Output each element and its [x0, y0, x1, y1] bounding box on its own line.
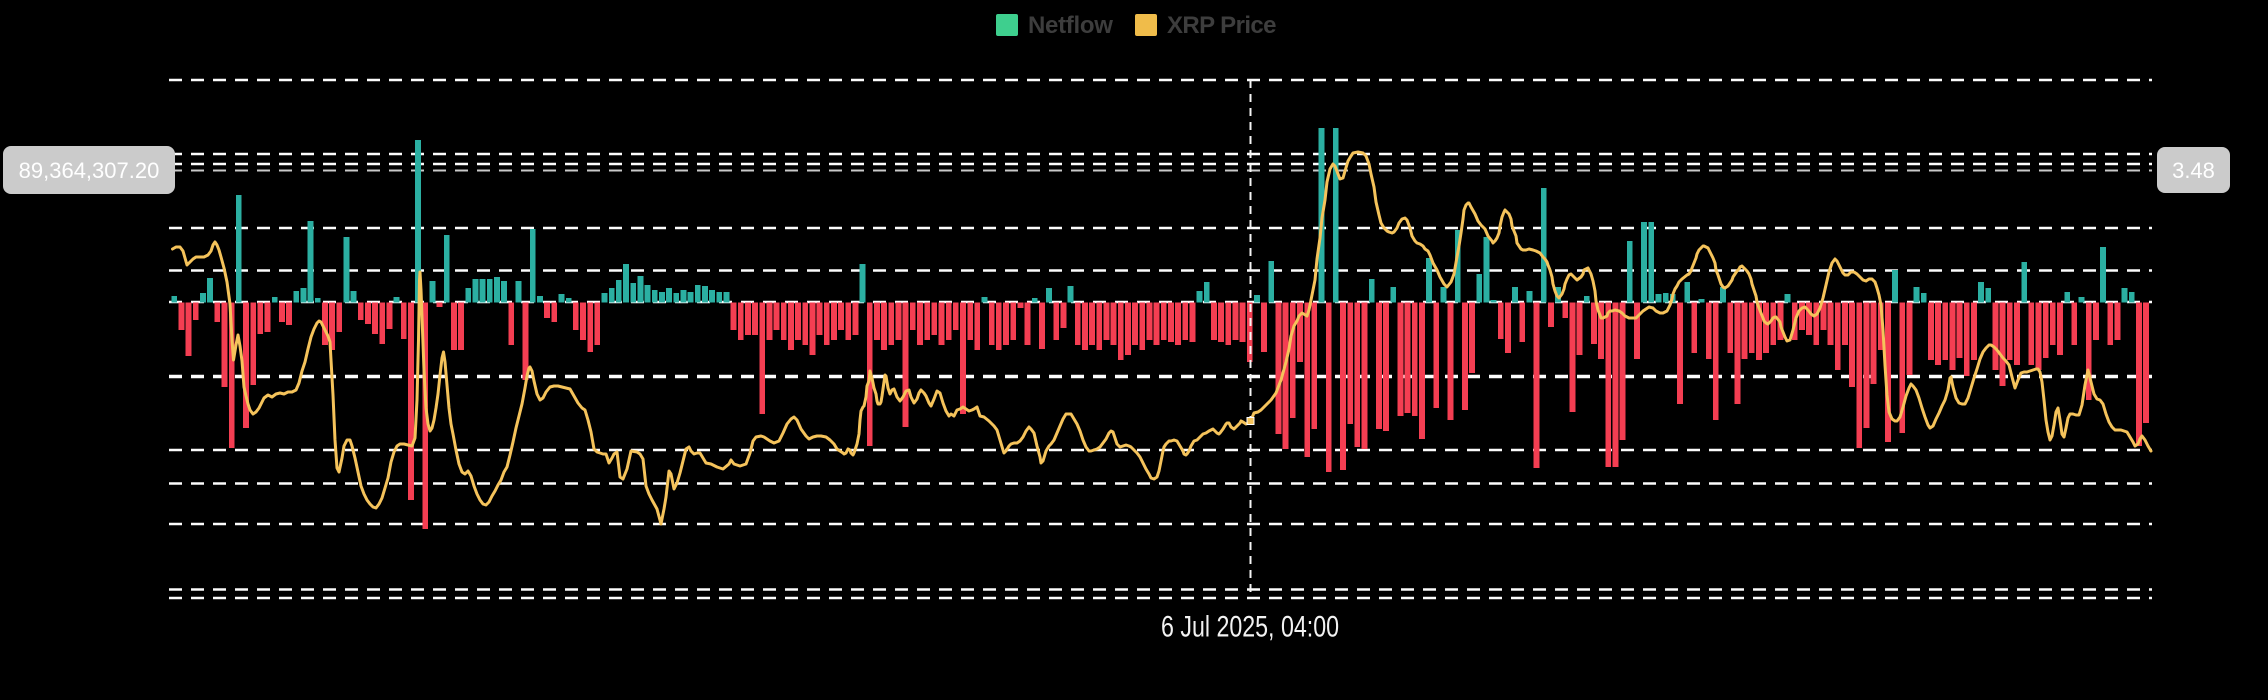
svg-text:3.48: 3.48 — [2172, 158, 2215, 183]
svg-text:XRP Price: XRP Price — [1167, 12, 1276, 39]
svg-text:6 Jul 2025, 04:00: 6 Jul 2025, 04:00 — [1161, 611, 1339, 644]
svg-text:Netflow: Netflow — [1028, 12, 1113, 39]
svg-text:89,364,307.20: 89,364,307.20 — [19, 158, 160, 183]
